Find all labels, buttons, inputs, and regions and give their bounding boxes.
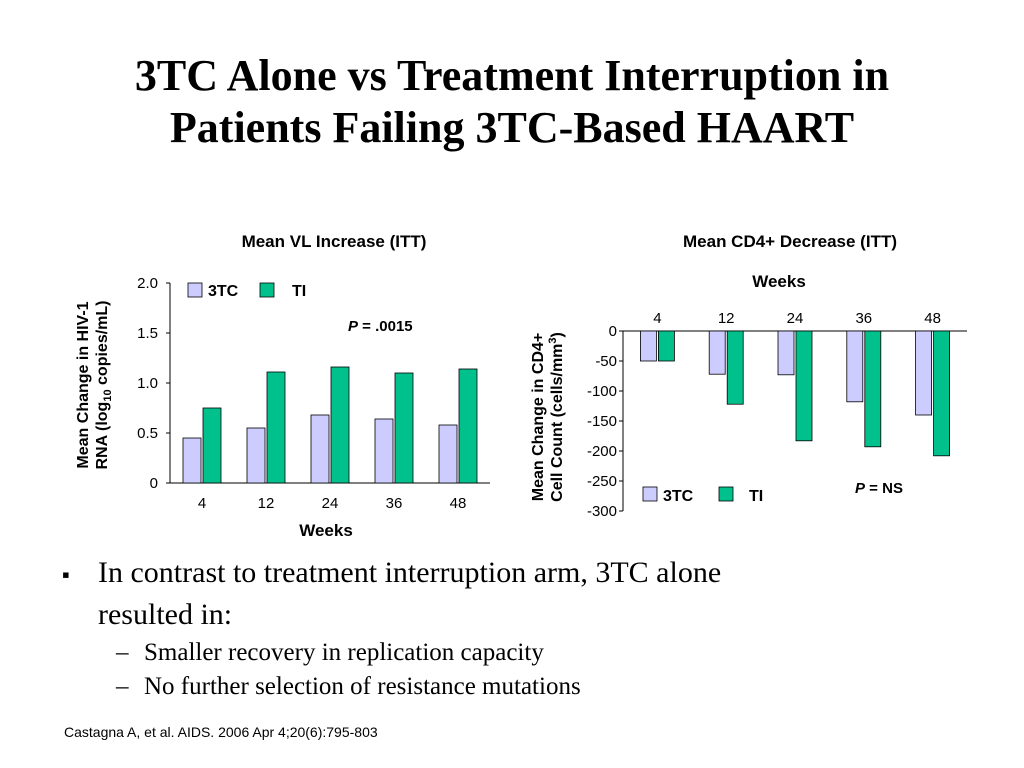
- y-tick-label: 1.0: [137, 375, 158, 392]
- bar-ti-week-12: [266, 371, 286, 484]
- y-tick-label: 0: [150, 475, 158, 492]
- y-tick-label: 2.0: [137, 275, 158, 292]
- bar-ti-week-4: [657, 330, 675, 362]
- x-tick-label: 36: [855, 310, 872, 327]
- title-line-2: Patients Failing 3TC-Based HAART: [169, 103, 855, 152]
- bar-3tc-week-48: [915, 330, 933, 416]
- bar-ti-week-48: [933, 330, 951, 457]
- x-axis-label: Weeks: [752, 272, 806, 291]
- legend-label-ti: TI: [292, 283, 306, 300]
- legend: 3TC TI: [187, 282, 306, 300]
- dash-bullet-icon: –: [116, 673, 129, 700]
- bar-3tc-week-24: [310, 414, 330, 484]
- y-tick-label: -50: [595, 353, 617, 370]
- chart-title: Mean CD4+ Decrease (ITT): [683, 232, 897, 251]
- square-bullet-icon: ▪: [62, 562, 70, 587]
- y-tick-label: 0.5: [137, 425, 158, 442]
- bar-3tc-week-4: [640, 330, 657, 362]
- legend-label-ti: TI: [749, 488, 763, 505]
- bar-ti-week-36: [394, 372, 414, 484]
- cd4-decrease-chart: Mean CD4+ Decrease (ITT) Weeks Mean Chan…: [530, 232, 967, 520]
- legend-swatch-3tc: [642, 486, 658, 502]
- x-tick-label: 36: [386, 495, 403, 512]
- x-tick-label: 12: [258, 495, 275, 512]
- sub-bullet-text: No further selection of resistance mutat…: [144, 673, 581, 700]
- y-tick-label: -200: [587, 443, 617, 460]
- y-tick-label: 1.5: [137, 325, 158, 342]
- p-value-annotation: P = NS: [855, 480, 903, 497]
- bar-3tc-week-4: [182, 437, 202, 484]
- y-tick-label: -250: [587, 473, 617, 490]
- legend-label-3tc: 3TC: [208, 283, 239, 300]
- y-tick-label: -300: [587, 503, 617, 520]
- bar-3tc-week-12: [246, 427, 266, 484]
- bullet-list: ▪ In contrast to treatment interruption …: [62, 552, 962, 704]
- bullet-text-line-2: resulted in:: [98, 598, 233, 631]
- legend: 3TC TI: [642, 486, 763, 505]
- sub-bullet-item: – No further selection of resistance mut…: [62, 670, 962, 704]
- bar-ti-week-36: [864, 330, 882, 448]
- legend-label-3tc: 3TC: [663, 488, 694, 505]
- legend-swatch-3tc: [187, 282, 203, 298]
- bar-ti-week-12: [726, 330, 744, 405]
- chart-title: Mean VL Increase (ITT): [242, 232, 427, 251]
- bullet-item: ▪ In contrast to treatment interruption …: [62, 552, 962, 636]
- bar-ti-week-48: [458, 368, 478, 484]
- y-tick-label: -100: [587, 383, 617, 400]
- y-axis-label-line-2: Cell Count (cells/mm3): [547, 332, 566, 502]
- x-axis-label: Weeks: [299, 521, 353, 540]
- y-tick-label: -150: [587, 413, 617, 430]
- sub-bullet-text: Smaller recovery in replication capacity: [144, 639, 544, 666]
- citation: Castagna A, et al. AIDS. 2006 Apr 4;20(6…: [64, 724, 378, 740]
- bar-ti-week-4: [202, 407, 222, 484]
- x-tick-label: 24: [787, 310, 804, 327]
- p-value-annotation: P = .0015: [348, 318, 413, 335]
- x-tick-label: 4: [653, 310, 661, 327]
- bar-3tc-week-12: [708, 330, 726, 375]
- bar-ti-week-24: [795, 330, 813, 442]
- bar-3tc-week-24: [777, 330, 795, 376]
- x-tick-label: 48: [450, 495, 467, 512]
- x-tick-label: 48: [924, 310, 941, 327]
- bar-3tc-week-36: [374, 418, 394, 484]
- y-axis-label-line-1: Mean Change in HIV-1: [75, 301, 92, 468]
- y-axis-label-line-1: Mean Change in CD4+: [530, 333, 547, 501]
- dash-bullet-icon: –: [116, 639, 129, 666]
- bar-3tc-week-48: [438, 424, 458, 484]
- legend-swatch-ti: [718, 486, 734, 502]
- x-tick-label: 4: [198, 495, 206, 512]
- y-axis-label-line-2: RNA (log10 copies/mL): [94, 301, 114, 470]
- sub-bullet-item: – Smaller recovery in replication capaci…: [62, 636, 962, 670]
- title-line-1: 3TC Alone vs Treatment Interruption in: [134, 51, 890, 100]
- vl-increase-chart: Mean VL Increase (ITT) Mean Change in HI…: [75, 232, 490, 540]
- bar-3tc-week-36: [846, 330, 864, 403]
- slide-title: 3TC Alone vs Treatment Interruption in P…: [0, 50, 1024, 154]
- legend-swatch-ti: [259, 282, 275, 298]
- bullet-text-line-1: In contrast to treatment interruption ar…: [98, 556, 722, 589]
- bar-ti-week-24: [330, 366, 350, 484]
- y-tick-label: 0: [609, 323, 617, 340]
- x-tick-label: 24: [322, 495, 339, 512]
- x-tick-label: 12: [718, 310, 735, 327]
